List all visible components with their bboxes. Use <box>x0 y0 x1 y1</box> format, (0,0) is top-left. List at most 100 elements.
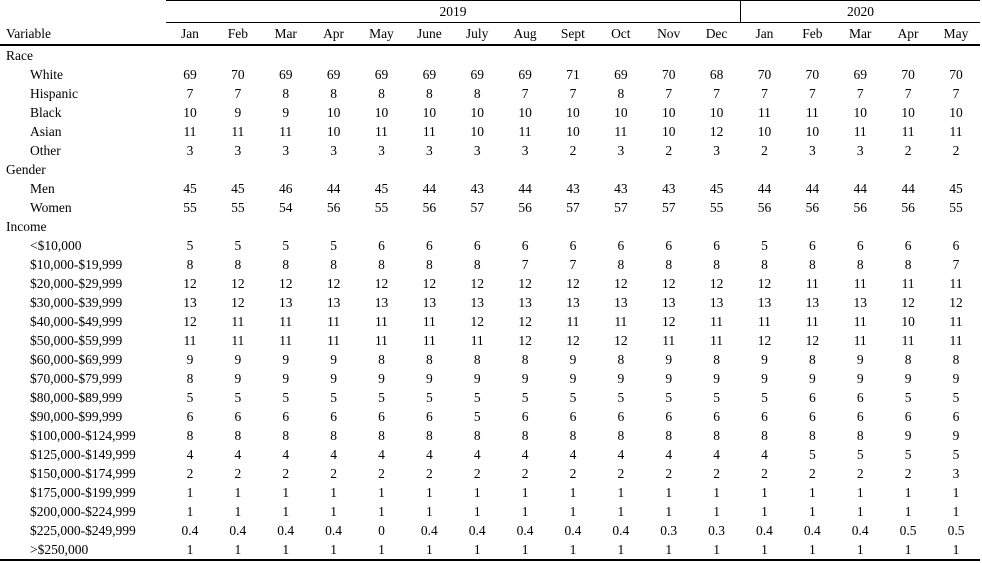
value-cell: 1 <box>952 485 960 500</box>
value-cell: 11 <box>662 333 676 348</box>
value-cell: 8 <box>473 428 481 443</box>
value-cell: 8 <box>330 257 337 272</box>
value-cell: 6 <box>856 409 864 424</box>
value-cell: 12 <box>231 276 245 291</box>
value-cell: 8 <box>425 428 433 443</box>
value-cell: 9 <box>282 105 290 120</box>
value-cell: 69 <box>614 67 628 82</box>
section-row: Race <box>0 45 980 65</box>
value-cell: 2 <box>904 466 912 481</box>
value-cell: 8 <box>665 257 673 272</box>
value-cell: 11 <box>279 333 293 348</box>
value-cell: 1 <box>808 485 816 500</box>
value-cell: 11 <box>422 124 436 139</box>
value-cell: 5 <box>186 238 194 253</box>
value-cell: 11 <box>805 314 819 329</box>
value-cell: 9 <box>952 428 960 443</box>
value-cell: 8 <box>473 352 481 367</box>
value-cell: 71 <box>566 67 580 82</box>
value-cell: 7 <box>569 257 577 272</box>
value-cell: 5 <box>330 238 337 253</box>
section-filler <box>166 217 980 236</box>
value-cell: 44 <box>853 181 867 196</box>
value-cell: 13 <box>853 295 867 310</box>
value-cell: 10 <box>805 124 820 139</box>
value-cell: 9 <box>952 371 960 386</box>
value-cell: 8 <box>425 257 433 272</box>
value-cell: 8 <box>330 428 337 443</box>
value-cell: 11 <box>901 124 915 139</box>
value-cell: 69 <box>374 67 389 82</box>
value-cell: 10 <box>470 124 484 139</box>
value-cell: 8 <box>378 86 385 101</box>
value-cell: 8 <box>713 257 720 272</box>
table-row: $200,000-$224,999 1 1 1 1 1 1 1 1 1 1 1 1 1 1 1 1 1 <box>0 502 980 521</box>
value-cell: 8 <box>713 428 720 443</box>
value-cell: 5 <box>952 390 960 405</box>
value-cell: 2 <box>761 466 768 481</box>
value-cell: 3 <box>282 143 290 158</box>
value-cell: 11 <box>614 124 628 139</box>
value-cell: 8 <box>856 428 864 443</box>
value-cell: 9 <box>761 352 768 367</box>
value-cell: 10 <box>757 124 772 139</box>
value-cell: 10 <box>901 314 915 329</box>
value-cell: 6 <box>378 238 385 253</box>
value-cell: 0.3 <box>708 523 725 538</box>
value-cell: 7 <box>856 86 864 101</box>
value-cell: 11 <box>805 105 819 120</box>
month-column-header: Sept <box>549 22 597 46</box>
value-cell: 44 <box>326 181 341 196</box>
value-cell: 6 <box>904 238 912 253</box>
value-cell: 7 <box>808 86 816 101</box>
month-column-header: July <box>453 22 502 46</box>
row-label: Other <box>30 143 61 158</box>
value-cell: 13 <box>374 295 389 310</box>
value-cell: 9 <box>665 371 673 386</box>
value-cell: 5 <box>473 390 481 405</box>
value-cell: 6 <box>808 238 816 253</box>
value-cell: 1 <box>788 540 837 561</box>
table-row: $90,000-$99,999 6 6 6 6 6 6 5 6 6 6 6 6 6 6 6 6 6 <box>0 407 980 426</box>
value-cell: 8 <box>378 352 385 367</box>
value-cell: 11 <box>279 314 293 329</box>
table-row: $20,000-$29,999 12 12 12 12 12 12 12 12 12 12 12 12 1… <box>0 274 980 293</box>
value-cell: 7 <box>521 257 529 272</box>
value-cell: 10 <box>326 105 341 120</box>
value-cell: 9 <box>234 371 242 386</box>
value-cell: 12 <box>470 314 484 329</box>
value-cell: 45 <box>709 181 724 196</box>
value-cell: 5 <box>473 409 481 424</box>
table-row: <$10,000 5 5 5 5 6 6 6 6 6 6 6 6 5 6 6 6 6 <box>0 236 980 255</box>
value-cell: 1 <box>569 504 577 519</box>
value-cell: 8 <box>282 86 290 101</box>
value-cell: 12 <box>518 333 532 348</box>
value-cell: 1 <box>569 485 577 500</box>
value-cell: 9 <box>808 371 816 386</box>
value-cell: 13 <box>422 295 437 310</box>
value-cell: 8 <box>425 352 433 367</box>
value-cell: 13 <box>566 295 580 310</box>
value-cell: 12 <box>709 276 724 291</box>
year-header-2019: 2019 <box>166 0 741 23</box>
value-cell: 13 <box>326 295 341 310</box>
value-cell: 10 <box>566 105 580 120</box>
value-cell: 5 <box>186 390 194 405</box>
value-cell: 1 <box>425 485 433 500</box>
value-cell: 5 <box>521 390 529 405</box>
value-cell: 6 <box>665 409 673 424</box>
value-cell: 11 <box>614 314 628 329</box>
value-cell: 6 <box>808 409 816 424</box>
section-label: Race <box>6 48 33 63</box>
table-row: $70,000-$79,999 8 9 9 9 9 9 9 9 9 9 9 9 9 9 9 9 9 <box>0 369 980 388</box>
value-cell: 0.4 <box>803 523 821 538</box>
value-cell: 6 <box>713 238 720 253</box>
value-cell: 4 <box>713 447 720 462</box>
value-cell: 5 <box>617 390 625 405</box>
value-cell: 6 <box>378 409 385 424</box>
value-cell: 57 <box>614 200 628 215</box>
value-cell: 13 <box>709 295 724 310</box>
value-cell: 57 <box>566 200 580 215</box>
value-cell: 4 <box>665 447 673 462</box>
value-cell: 12 <box>757 333 772 348</box>
